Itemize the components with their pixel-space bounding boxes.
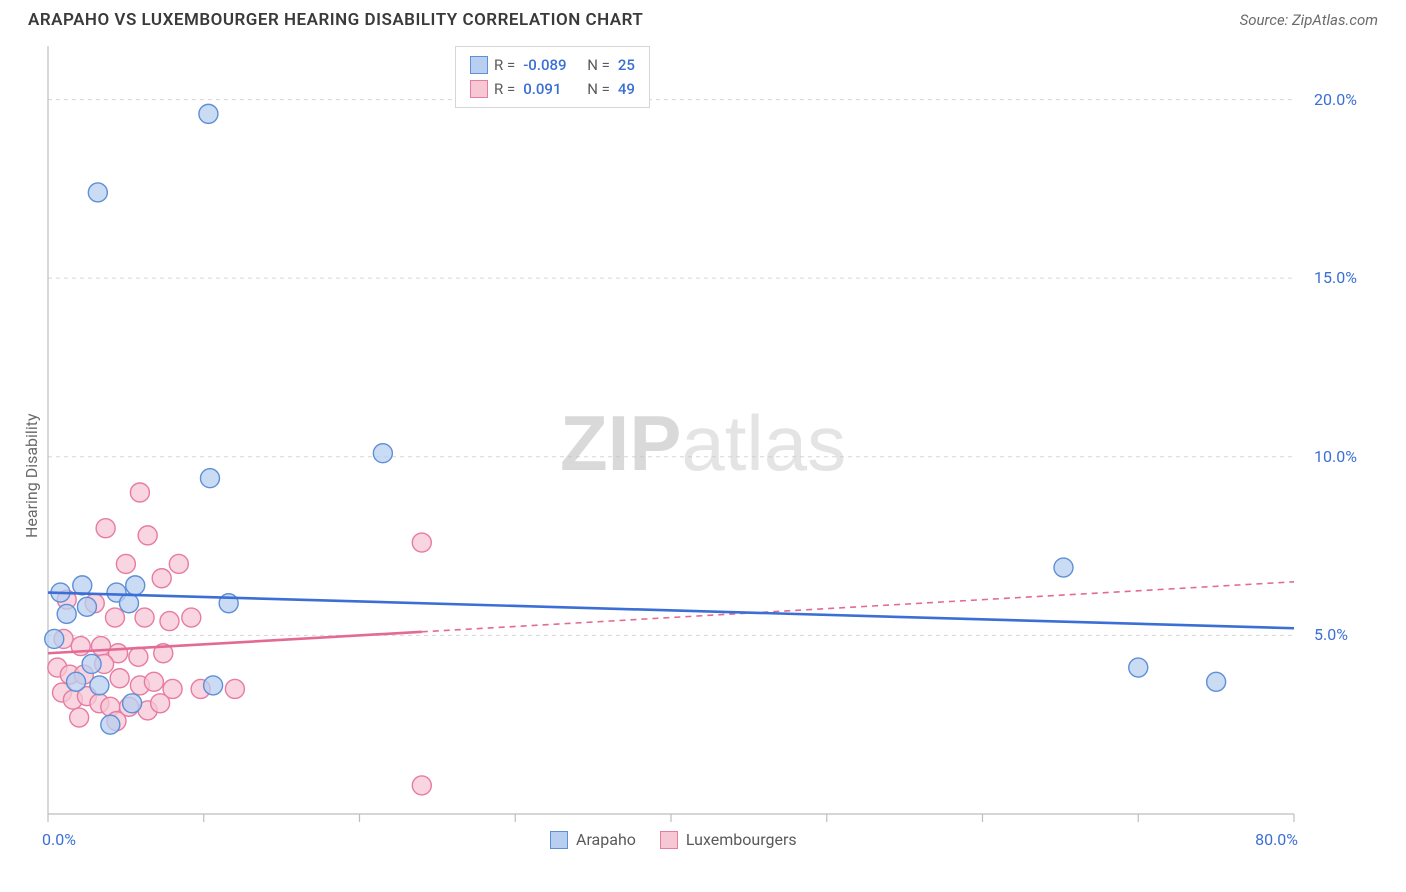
source-name: ZipAtlas.com bbox=[1292, 11, 1378, 29]
legend-row-luxembourgers: R = 0.091 N = 49 bbox=[470, 77, 635, 101]
legend-item-arapaho: Arapaho bbox=[550, 830, 636, 849]
y-tick-label: 15.0% bbox=[1314, 268, 1357, 287]
series-legend: Arapaho Luxembourgers bbox=[550, 830, 797, 849]
chart-title: ARAPAHO VS LUXEMBOURGER HEARING DISABILI… bbox=[28, 10, 643, 30]
n-label: N = bbox=[587, 53, 610, 77]
legend-label-luxembourgers: Luxembourgers bbox=[686, 830, 797, 849]
swatch-arapaho-icon bbox=[550, 831, 568, 849]
swatch-luxembourgers-icon bbox=[470, 80, 488, 98]
source-prefix: Source: bbox=[1240, 11, 1292, 29]
y-tick-label: 5.0% bbox=[1314, 625, 1348, 644]
swatch-luxembourgers-icon bbox=[660, 831, 678, 849]
x-tick-label: 0.0% bbox=[42, 830, 76, 849]
source-attribution: Source: ZipAtlas.com bbox=[1240, 11, 1378, 29]
y-tick-label: 10.0% bbox=[1314, 447, 1357, 466]
n-value-arapaho: 25 bbox=[616, 53, 635, 77]
r-value-luxembourgers: 0.091 bbox=[521, 77, 581, 101]
legend-row-arapaho: R = -0.089 N = 25 bbox=[470, 53, 635, 77]
swatch-arapaho-icon bbox=[470, 56, 488, 74]
r-label: R = bbox=[494, 53, 515, 77]
n-value-luxembourgers: 49 bbox=[616, 77, 635, 101]
legend-label-arapaho: Arapaho bbox=[576, 830, 636, 849]
y-axis-label: Hearing Disability bbox=[22, 413, 41, 538]
x-tick-label: 80.0% bbox=[1255, 830, 1298, 849]
r-value-arapaho: -0.089 bbox=[521, 53, 581, 77]
chart-area: ZIPatlas R = -0.089 N = 25 R = 0.091 N =… bbox=[0, 38, 1406, 868]
legend-item-luxembourgers: Luxembourgers bbox=[660, 830, 797, 849]
r-label: R = bbox=[494, 77, 515, 101]
y-tick-label: 20.0% bbox=[1314, 90, 1357, 109]
n-label: N = bbox=[587, 77, 610, 101]
correlation-legend: R = -0.089 N = 25 R = 0.091 N = 49 bbox=[455, 46, 650, 108]
scatter-chart-svg bbox=[0, 38, 1406, 868]
